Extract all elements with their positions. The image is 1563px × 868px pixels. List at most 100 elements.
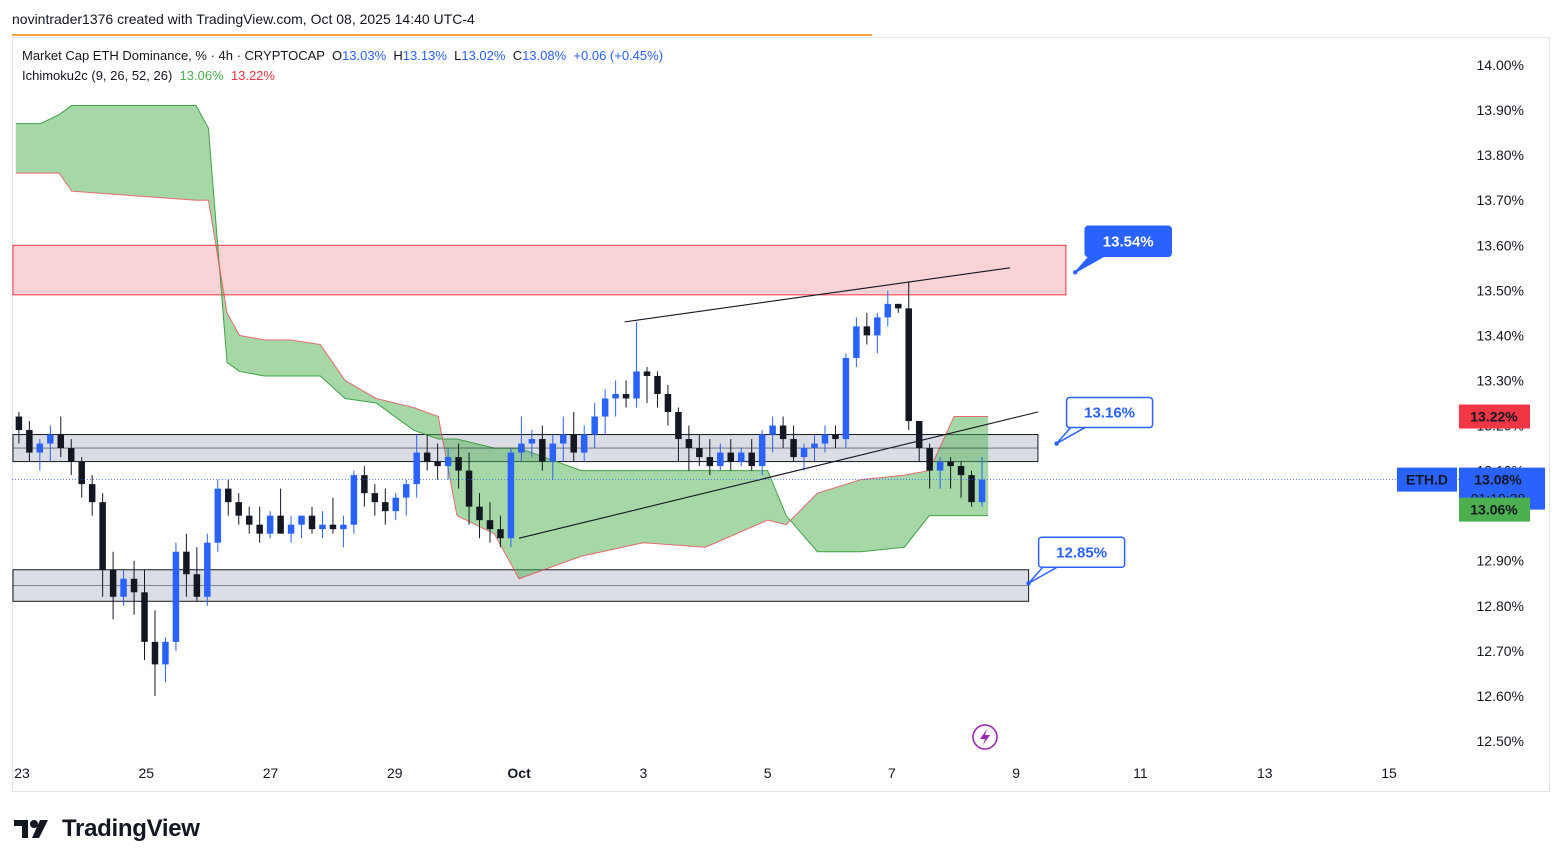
symbol-badge[interactable] — [1397, 467, 1457, 492]
x-tick-label: 5 — [764, 765, 772, 781]
candle-body — [57, 434, 65, 449]
candle-body — [936, 461, 944, 471]
indicator-legend-row[interactable]: Ichimoku2c (9, 26, 52, 26) 13.06% 13.22% — [22, 66, 663, 86]
candle-body — [800, 448, 808, 458]
candle-body — [497, 529, 504, 539]
price-badges-layer: 13.22%ETH.D13.08%01:19:3813.06% — [1397, 404, 1545, 522]
candle-body — [978, 479, 986, 503]
x-tick-label: 11 — [1133, 765, 1148, 781]
y-tick-label: 14.00% — [1477, 57, 1524, 73]
ichimoku-cloud — [15, 105, 989, 579]
candle-body — [842, 357, 850, 440]
candle-body — [486, 520, 494, 530]
candle-body — [329, 524, 337, 530]
time-axis[interactable]: 23 25 27 29 Oct 3 5 7 9 11 13 15 — [14, 765, 1397, 781]
x-tick-label: 25 — [138, 765, 154, 781]
candle-body — [853, 326, 860, 358]
candle-body — [895, 303, 902, 309]
callout-label: 13.16% — [1084, 405, 1135, 422]
y-tick-label: 13.70% — [1477, 192, 1524, 208]
candle-body — [664, 393, 672, 413]
price-axis[interactable]: 12.50%12.60%12.70%12.80%12.90%13.00%13.1… — [1477, 57, 1524, 749]
high-value: 13.13% — [402, 48, 447, 63]
upper-trendline[interactable] — [624, 267, 1011, 323]
candle-body — [204, 542, 211, 597]
candle-body — [402, 484, 410, 498]
candle-body — [758, 434, 766, 467]
y-tick-label: 12.60% — [1477, 688, 1524, 704]
candle-body — [633, 371, 640, 399]
x-tick-label: Oct — [507, 765, 531, 781]
resistance-zone[interactable] — [12, 244, 1067, 296]
y-tick-label: 13.80% — [1477, 147, 1524, 163]
candle-body — [235, 502, 242, 516]
candle-body — [434, 461, 441, 467]
candle-body — [675, 412, 682, 440]
callout-anchor — [1026, 581, 1031, 586]
candle-body — [528, 439, 536, 444]
candle-body — [214, 488, 222, 543]
candle-body — [162, 641, 169, 665]
candle-body — [141, 592, 148, 642]
candle-body — [821, 434, 829, 444]
lower-trendline[interactable] — [518, 411, 1039, 539]
candle-body — [413, 452, 420, 485]
candle-body — [392, 497, 400, 512]
candle-body — [47, 434, 54, 444]
x-tick-label: 13 — [1257, 765, 1273, 781]
symbol-title: Market Cap ETH Dominance, % · 4h · CRYPT… — [22, 48, 325, 63]
candle-body — [790, 439, 797, 458]
x-tick-label: 3 — [639, 765, 647, 781]
candle-body — [308, 515, 316, 530]
candle-body — [580, 434, 588, 453]
change-value: +0.06 (+0.45%) — [573, 48, 664, 63]
x-tick-label: 23 — [14, 765, 30, 781]
y-tick-label: 13.40% — [1477, 327, 1524, 343]
symbol-legend-row[interactable]: Market Cap ETH Dominance, % · 4h · CRYPT… — [22, 46, 663, 66]
candle-body — [350, 475, 358, 525]
high-label: H — [393, 48, 403, 63]
callout-box[interactable] — [1065, 396, 1154, 429]
bolt-marker[interactable] — [972, 724, 998, 750]
indicator-span-a-value: 13.06% — [179, 68, 224, 83]
callout-box[interactable] — [1084, 225, 1172, 258]
span-a-price-badge — [1459, 497, 1530, 522]
callout-label: 12.85% — [1056, 544, 1107, 561]
candle-body — [832, 434, 839, 440]
candle-body — [863, 326, 871, 336]
candle-body — [905, 308, 912, 422]
callout-anchor — [1054, 441, 1059, 446]
header-accent-line — [12, 34, 872, 36]
indicator-name: Ichimoku2c (9, 26, 52, 26) — [22, 68, 173, 83]
callout-box[interactable] — [1037, 536, 1126, 569]
candle-body — [78, 461, 85, 485]
candle-body — [361, 475, 368, 494]
y-tick-label: 13.30% — [1477, 372, 1524, 388]
candle-body — [15, 416, 23, 431]
candle-body — [601, 398, 609, 417]
tradingview-logo[interactable]: TradingView — [14, 815, 200, 843]
open-value: 13.03% — [342, 48, 387, 63]
candle-body — [266, 515, 274, 534]
candle-body — [99, 502, 106, 570]
tradingview-logo-text: TradingView — [62, 815, 200, 842]
candle-body — [539, 439, 546, 462]
candle-body — [507, 452, 515, 539]
close-value: 13.08% — [522, 48, 567, 63]
candle-body — [193, 574, 201, 597]
candle-body — [622, 393, 630, 399]
zones-overlay-layer — [13, 447, 1038, 586]
candle-body — [444, 457, 452, 467]
candle-body — [340, 524, 347, 530]
candle-body — [371, 493, 379, 503]
candle-body — [968, 475, 975, 503]
tradingview-logo-icon — [14, 820, 48, 838]
candle-body — [256, 524, 263, 534]
candle-body — [591, 416, 598, 435]
candle-body — [779, 425, 787, 440]
candle-body — [172, 551, 180, 642]
candle-body — [748, 452, 755, 467]
candle-body — [706, 457, 714, 467]
candle-body — [298, 515, 305, 525]
